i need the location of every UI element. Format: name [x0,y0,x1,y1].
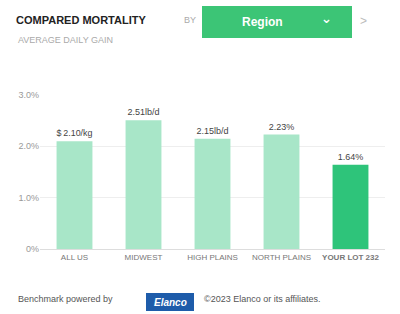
svg-text:Benchmark powered by: Benchmark powered by [18,294,113,304]
svg-text:$ 2.10/kg: $ 2.10/kg [57,128,93,138]
svg-text:©2023 Elanco or its affiliates: ©2023 Elanco or its affiliates. [204,294,321,304]
svg-text:2.51lb/d: 2.51lb/d [127,107,159,117]
svg-text:1.0%: 1.0% [18,193,39,203]
svg-text:>: > [360,14,367,28]
svg-text:AVERAGE DAILY GAIN: AVERAGE DAILY GAIN [18,35,113,45]
svg-text:Elanco: Elanco [154,297,187,308]
svg-text:⌄: ⌄ [321,11,332,26]
svg-text:3.0%: 3.0% [18,90,39,100]
svg-text:COMPARED MORTALITY: COMPARED MORTALITY [16,14,146,26]
svg-text:NORTH PLAINS: NORTH PLAINS [252,253,311,262]
svg-text:BY: BY [184,15,196,25]
svg-text:0%: 0% [26,244,39,254]
svg-text:YOUR LOT 232: YOUR LOT 232 [322,253,379,262]
svg-text:Region: Region [242,15,283,29]
svg-text:MIDWEST: MIDWEST [125,253,163,262]
svg-text:HIGH PLAINS: HIGH PLAINS [187,253,238,262]
svg-text:1.64%: 1.64% [338,152,364,162]
svg-text:2.0%: 2.0% [18,141,39,151]
svg-text:ALL US: ALL US [61,253,88,262]
svg-text:2.23%: 2.23% [269,122,295,132]
svg-text:2.15lb/d: 2.15lb/d [196,126,228,136]
